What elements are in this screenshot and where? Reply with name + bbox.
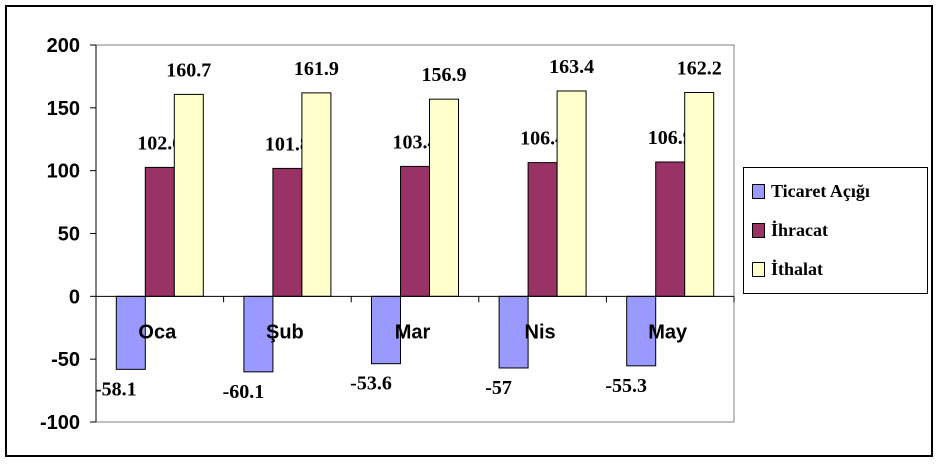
y-tick-label: 100 bbox=[47, 161, 80, 183]
y-tick-label: 150 bbox=[47, 98, 80, 120]
data-label: -53.6 bbox=[350, 373, 392, 395]
bar bbox=[684, 92, 715, 297]
legend-item: Ticaret Açığı bbox=[752, 180, 870, 202]
data-label: -57 bbox=[485, 377, 512, 399]
bar bbox=[173, 93, 204, 297]
bar bbox=[301, 92, 332, 297]
data-label: 106.9 bbox=[648, 127, 693, 149]
legend-swatch-ithalat bbox=[752, 261, 765, 277]
data-label: -58.1 bbox=[95, 378, 137, 400]
bar bbox=[626, 295, 657, 367]
bar bbox=[371, 295, 401, 365]
legend: Ticaret Açığı İhracat İthalat bbox=[743, 167, 928, 294]
data-label: 163.4 bbox=[549, 56, 594, 78]
bar bbox=[556, 90, 587, 297]
legend-swatch-ihracat bbox=[752, 222, 765, 238]
x-tick-label: Oca bbox=[138, 321, 177, 343]
y-tick-label: 200 bbox=[47, 35, 80, 57]
bar bbox=[243, 295, 274, 373]
data-label: 161.9 bbox=[294, 58, 339, 80]
bar bbox=[655, 161, 686, 297]
legend-label-ticaret-acigi: Ticaret Açığı bbox=[771, 180, 870, 201]
data-label: 160.7 bbox=[166, 59, 211, 81]
bar bbox=[429, 98, 459, 297]
data-label: 103.4 bbox=[393, 131, 438, 153]
y-tick-label: 0 bbox=[69, 286, 80, 308]
y-tick-label: -50 bbox=[51, 349, 80, 371]
data-label: 101.8 bbox=[265, 133, 310, 155]
bar bbox=[527, 162, 558, 297]
data-label: 106.4 bbox=[520, 128, 565, 150]
bar bbox=[115, 295, 146, 370]
data-label: 162.2 bbox=[677, 58, 722, 80]
legend-label-ihracat: İhracat bbox=[771, 219, 828, 240]
data-label: 102.6 bbox=[137, 132, 182, 154]
legend-item: İthalat bbox=[752, 258, 823, 280]
x-tick-label: Nis bbox=[525, 321, 556, 343]
data-label: -55.3 bbox=[605, 375, 647, 397]
y-tick-label: -100 bbox=[40, 412, 80, 434]
bar bbox=[498, 295, 529, 369]
legend-swatch-ticaret-acigi bbox=[752, 183, 765, 199]
x-tick-label: Şub bbox=[266, 321, 304, 343]
x-tick-label: May bbox=[648, 321, 688, 343]
bar bbox=[144, 166, 175, 297]
y-tick-label: 50 bbox=[58, 224, 80, 246]
data-label: 156.9 bbox=[422, 64, 467, 86]
bar bbox=[272, 167, 303, 297]
bar bbox=[400, 165, 430, 297]
x-tick-label: Mar bbox=[395, 321, 431, 343]
legend-label-ithalat: İthalat bbox=[771, 258, 824, 279]
legend-item: İhracat bbox=[752, 219, 828, 241]
data-label: -60.1 bbox=[223, 381, 265, 403]
